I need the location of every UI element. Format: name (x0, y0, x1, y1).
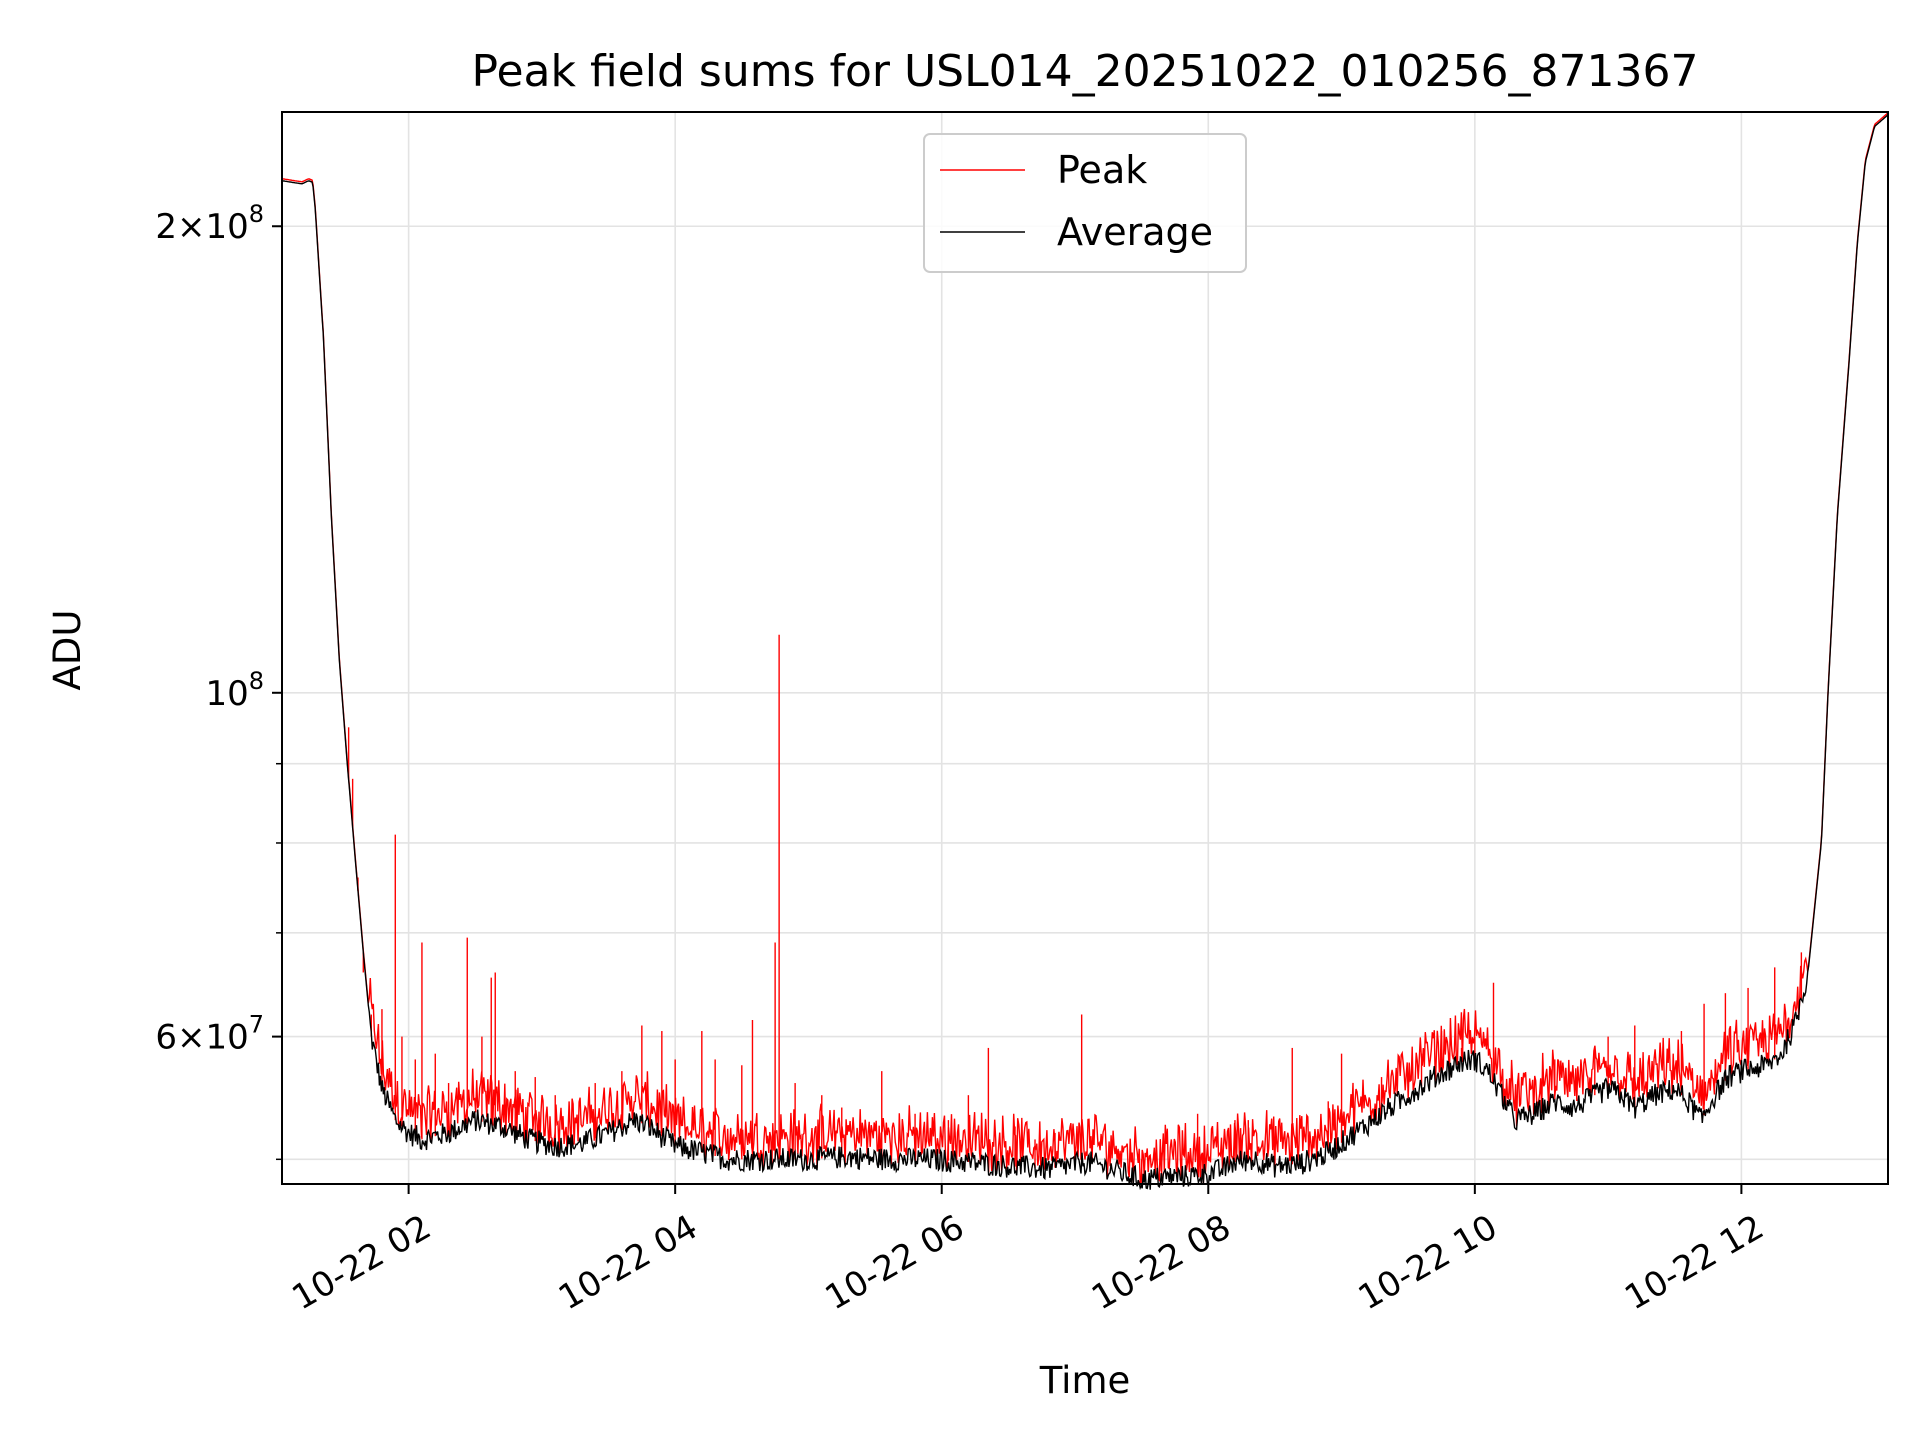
legend-box (923, 133, 1247, 273)
plot-frame (281, 111, 1889, 1185)
chart-title: Peak field sums for USL014_20251022_0102… (472, 46, 1699, 97)
y-tick-label: 6×107 (155, 1011, 264, 1058)
legend-label-average: Average (1057, 210, 1213, 254)
y-tick-label: 2×108 (155, 200, 264, 247)
y-tick-label: 108 (205, 667, 264, 714)
legend-label-peak: Peak (1057, 148, 1147, 192)
plot-series (281, 112, 1889, 1191)
y-axis: 2×108 108 6×107 (155, 200, 282, 1161)
series-line-average (281, 114, 1889, 1191)
y-axis-title: ADU (46, 610, 89, 691)
x-axis-title: Time (1039, 1359, 1131, 1402)
legend: Peak Average (923, 133, 1247, 273)
